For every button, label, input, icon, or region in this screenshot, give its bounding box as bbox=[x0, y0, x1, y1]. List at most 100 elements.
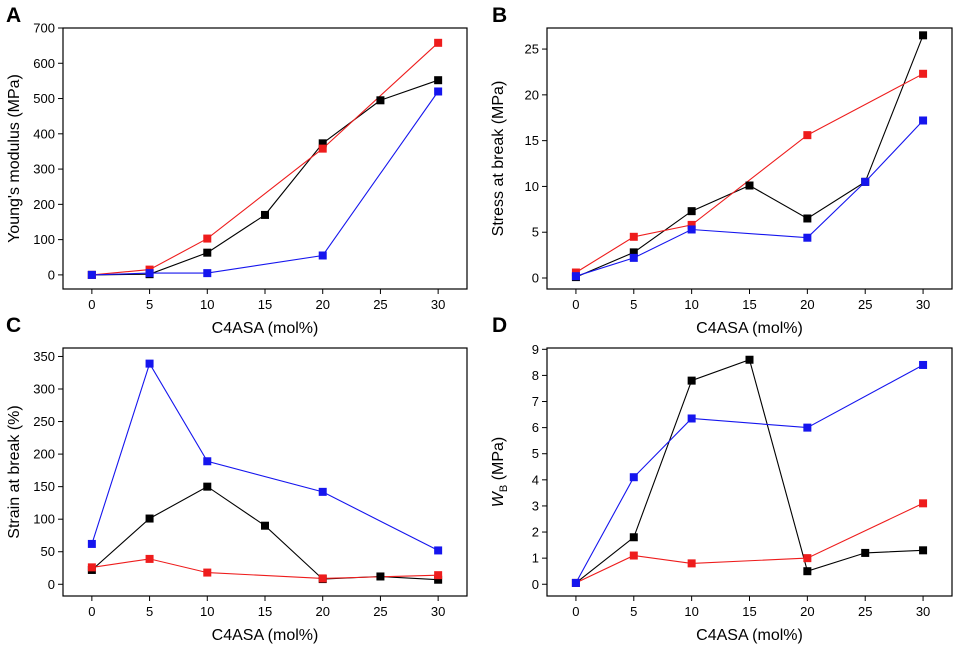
data-point-blue bbox=[434, 87, 443, 96]
data-point-black bbox=[203, 482, 212, 491]
y-tick-label: 300 bbox=[33, 162, 55, 177]
y-tick-label: 250 bbox=[33, 414, 55, 429]
data-point-red bbox=[919, 499, 928, 508]
x-tick-label: 5 bbox=[146, 604, 153, 619]
y-tick-label: 0 bbox=[532, 577, 539, 592]
x-tick-label: 15 bbox=[742, 604, 756, 619]
data-point-black bbox=[803, 567, 812, 576]
data-point-red bbox=[145, 554, 154, 563]
data-point-red bbox=[803, 554, 812, 563]
y-tick-label: 2 bbox=[532, 525, 539, 540]
x-axis-title: C4ASA (mol%) bbox=[696, 627, 803, 644]
y-tick-label: 9 bbox=[532, 342, 539, 357]
data-point-blue bbox=[318, 251, 327, 260]
data-point-red bbox=[629, 551, 638, 560]
y-tick-label: 200 bbox=[33, 197, 55, 212]
y-tick-label: 50 bbox=[41, 544, 55, 559]
x-tick-label: 0 bbox=[88, 297, 95, 312]
y-tick-label: 3 bbox=[532, 498, 539, 513]
x-axis-title: C4ASA (mol%) bbox=[212, 627, 319, 644]
data-point-black bbox=[629, 248, 638, 257]
x-tick-label: 25 bbox=[858, 297, 872, 312]
data-point-black bbox=[745, 181, 754, 190]
series-line-black bbox=[91, 79, 439, 276]
x-tick-label: 0 bbox=[572, 604, 579, 619]
data-point-red bbox=[629, 232, 638, 241]
panel-b: B 0 5 10 15 20 25 30 0 5 10 15 20 25 C4ASA (mol%) Stres… bbox=[490, 4, 953, 337]
data-point-black bbox=[376, 96, 385, 105]
data-point-blue bbox=[203, 457, 212, 466]
data-point-red bbox=[203, 234, 212, 243]
y-tick-label: 15 bbox=[525, 133, 539, 148]
data-point-blue bbox=[571, 578, 580, 587]
x-tick-label: 30 bbox=[916, 297, 930, 312]
data-point-red bbox=[434, 571, 443, 580]
x-tick-label: 0 bbox=[572, 297, 579, 312]
data-point-black bbox=[434, 76, 443, 85]
y-tick-label: 300 bbox=[33, 382, 55, 397]
plot-frame bbox=[62, 27, 468, 290]
data-point-black bbox=[629, 533, 638, 542]
x-tick-label: 5 bbox=[630, 297, 637, 312]
data-point-blue bbox=[687, 414, 696, 423]
y-axis-title: WB (MPa) bbox=[490, 437, 510, 507]
data-point-red bbox=[318, 144, 327, 153]
y-axis-title: Strain at break (%) bbox=[6, 405, 23, 538]
panel-c: C0 5 10 15 20 25 30050100150200250300350C4ASA … bbox=[6, 314, 468, 644]
x-tick-label: 20 bbox=[315, 604, 329, 619]
series-line-blue bbox=[575, 364, 924, 584]
data-point-black bbox=[376, 572, 385, 581]
y-tick-label: 25 bbox=[525, 42, 539, 57]
y-tick-label: 500 bbox=[33, 91, 55, 106]
data-point-red bbox=[803, 131, 812, 140]
data-point-blue bbox=[629, 473, 638, 482]
y-tick-label: 4 bbox=[532, 472, 539, 487]
y-tick-label: 350 bbox=[33, 349, 55, 364]
panel-d: D 0 5 10 15 20 25 30 0 1 2 3 4 5 6 7 8 9 C4ASA (mol%) WB (M… bbox=[490, 314, 953, 644]
data-point-red bbox=[87, 563, 96, 572]
y-tick-label: 100 bbox=[33, 232, 55, 247]
data-point-black bbox=[803, 214, 812, 223]
y-tick-label: 20 bbox=[525, 87, 539, 102]
data-point-black bbox=[687, 207, 696, 216]
series-line-blue bbox=[575, 120, 924, 277]
x-tick-label: 15 bbox=[258, 604, 272, 619]
x-tick-label: 10 bbox=[684, 297, 698, 312]
data-point-black bbox=[261, 521, 269, 530]
x-tick-label: 20 bbox=[800, 297, 814, 312]
data-point-blue bbox=[145, 269, 154, 278]
x-axis-title: C4ASA (mol%) bbox=[696, 320, 803, 337]
data-point-black bbox=[203, 248, 212, 257]
series-line-blue bbox=[91, 91, 439, 276]
y-tick-label: 0 bbox=[48, 267, 55, 282]
y-tick-label: 100 bbox=[33, 512, 55, 527]
y-tick-label: 7 bbox=[532, 394, 539, 409]
series-line-red bbox=[91, 42, 439, 276]
x-tick-label: 30 bbox=[431, 297, 445, 312]
panel-letter: B bbox=[492, 4, 507, 27]
data-point-blue bbox=[861, 177, 870, 186]
y-tick-label: 600 bbox=[33, 56, 55, 71]
y-tick-label: 200 bbox=[33, 447, 55, 462]
x-tick-label: 15 bbox=[742, 297, 756, 312]
x-tick-label: 30 bbox=[431, 604, 445, 619]
y-tick-label: 5 bbox=[532, 446, 539, 461]
data-point-blue bbox=[145, 359, 154, 368]
x-tick-label: 5 bbox=[146, 297, 153, 312]
y-axis-title-subscript: B bbox=[498, 485, 510, 492]
plot-frame bbox=[546, 27, 953, 290]
y-axis-title-symbol: W bbox=[490, 490, 507, 507]
panel-letter: C bbox=[6, 314, 21, 337]
y-tick-label: 700 bbox=[33, 21, 55, 36]
data-point-red bbox=[687, 220, 696, 229]
x-tick-label: 25 bbox=[373, 297, 387, 312]
y-tick-label: 8 bbox=[532, 368, 539, 383]
y-tick-label: 6 bbox=[532, 420, 539, 435]
data-point-blue bbox=[87, 270, 96, 279]
x-tick-label: 10 bbox=[200, 297, 214, 312]
data-point-blue bbox=[203, 269, 212, 278]
panel-letter: A bbox=[6, 4, 21, 27]
x-tick-label: 10 bbox=[200, 604, 214, 619]
data-point-blue bbox=[571, 272, 580, 281]
y-tick-label: 5 bbox=[532, 225, 539, 240]
